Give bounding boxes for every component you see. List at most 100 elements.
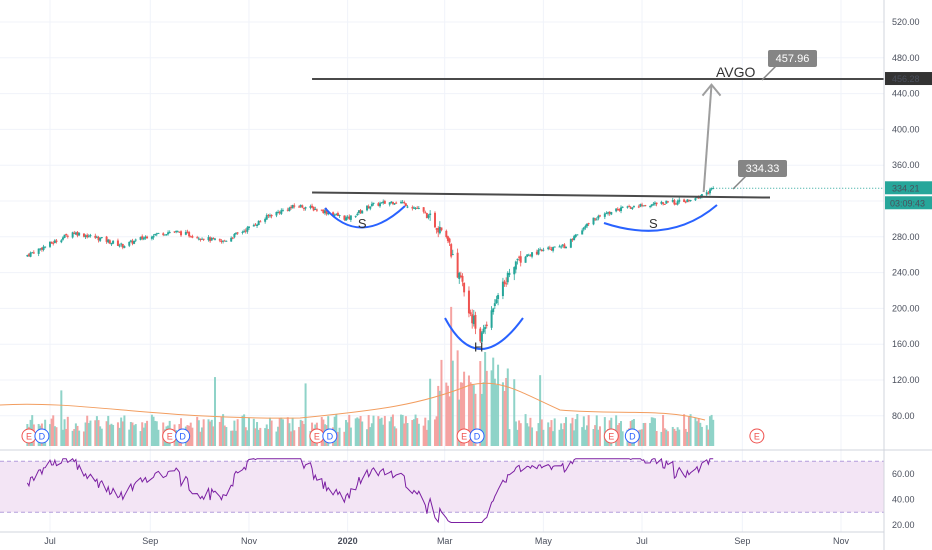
event-marker-label: D [629, 432, 636, 442]
volume-bar [514, 421, 517, 446]
volume-bar [369, 427, 372, 446]
volume-bar [595, 415, 598, 446]
volume-bar [304, 383, 307, 446]
dividend-marker[interactable]: D [322, 428, 338, 444]
volume-bar [403, 423, 406, 446]
volume-bar [372, 415, 375, 446]
candle-body [112, 240, 115, 244]
volume-bar [280, 417, 283, 446]
volume-bar [366, 429, 369, 446]
volume-bar [663, 428, 666, 446]
earnings-marker[interactable]: E [456, 428, 472, 444]
volume-bar [480, 393, 483, 446]
volume-bar [354, 418, 357, 446]
volume-bar [662, 414, 665, 446]
volume-bar [298, 426, 301, 446]
volume-bar [707, 429, 710, 446]
candle-body [188, 232, 191, 237]
candle-body [469, 312, 472, 314]
candle-body [506, 272, 509, 283]
candle-body [154, 233, 157, 236]
candle-body [610, 212, 613, 215]
volume-bar [225, 427, 228, 446]
right-shoulder-curve [603, 204, 718, 232]
candle-body [134, 239, 137, 241]
candle-body [584, 225, 587, 228]
earnings-marker[interactable]: E [603, 428, 619, 444]
volume-bar [529, 417, 532, 446]
earnings-marker[interactable]: E [309, 428, 325, 444]
candle-body [26, 254, 29, 257]
volume-bar [254, 428, 257, 446]
candle-body [146, 236, 149, 239]
volume-bar [574, 419, 577, 446]
candle-body [155, 233, 158, 235]
volume-bar [642, 423, 645, 446]
volume-bar [393, 426, 396, 446]
candle-body [233, 233, 236, 238]
price-tick-label: 80.00 [892, 411, 915, 421]
candle-body [354, 215, 357, 217]
candle-body [474, 314, 477, 329]
volume-bar [484, 352, 487, 446]
volume-bar [236, 419, 239, 446]
volume-bar [246, 430, 249, 446]
volume-bar [472, 385, 475, 446]
dividend-marker[interactable]: D [469, 428, 485, 444]
breakout-callout-text: 334.33 [746, 163, 780, 175]
candle-body [97, 236, 100, 241]
volume-bar [264, 428, 267, 446]
volume-bar [89, 420, 92, 446]
volume-bar [479, 361, 482, 446]
candle-body [400, 201, 403, 203]
candle-body [458, 272, 461, 280]
candle-body [27, 254, 30, 257]
candle-body [595, 219, 598, 221]
volume-bar [133, 425, 136, 446]
candle-body [301, 205, 304, 208]
earnings-marker[interactable]: E [21, 428, 37, 444]
candle-body [268, 215, 271, 217]
volume-bar [155, 421, 158, 446]
candle-body [327, 212, 330, 215]
candle-body [616, 208, 619, 210]
price-tick-label: 120.00 [892, 375, 920, 385]
volume-bar [676, 427, 679, 446]
candle-body [63, 234, 66, 238]
volume-bar [55, 427, 58, 446]
volume-bar [210, 419, 213, 446]
candle-body [44, 246, 47, 248]
volume-bar [700, 426, 703, 446]
candle-body [620, 207, 623, 212]
earnings-marker[interactable]: E [749, 428, 765, 444]
volume-bar [65, 428, 68, 446]
rsi-tick-label: 60.00 [892, 469, 915, 479]
candle-body [299, 204, 302, 207]
volume-bar [561, 429, 564, 446]
candle-body [314, 208, 317, 210]
dividend-marker[interactable]: D [624, 428, 640, 444]
candle-body [472, 315, 475, 325]
volume-bar [202, 419, 205, 446]
candle-body [95, 236, 98, 238]
volume-bar [560, 423, 563, 446]
dividend-marker[interactable]: D [175, 428, 191, 444]
candle-body [361, 210, 364, 214]
candle-body [367, 206, 370, 209]
volume-bar [207, 419, 210, 446]
volume-bar [267, 428, 270, 446]
volume-bar [268, 417, 271, 446]
volume-bar [467, 375, 470, 446]
candle-body [516, 258, 519, 260]
earnings-marker[interactable]: E [162, 428, 178, 444]
volume-bar [231, 430, 234, 446]
volume-bar [213, 377, 216, 446]
candle-body [388, 202, 391, 205]
dividend-marker[interactable]: D [34, 428, 50, 444]
candle-body [333, 214, 336, 216]
candle-body [705, 192, 708, 195]
candle-body [302, 208, 305, 210]
candle-body [411, 207, 414, 209]
